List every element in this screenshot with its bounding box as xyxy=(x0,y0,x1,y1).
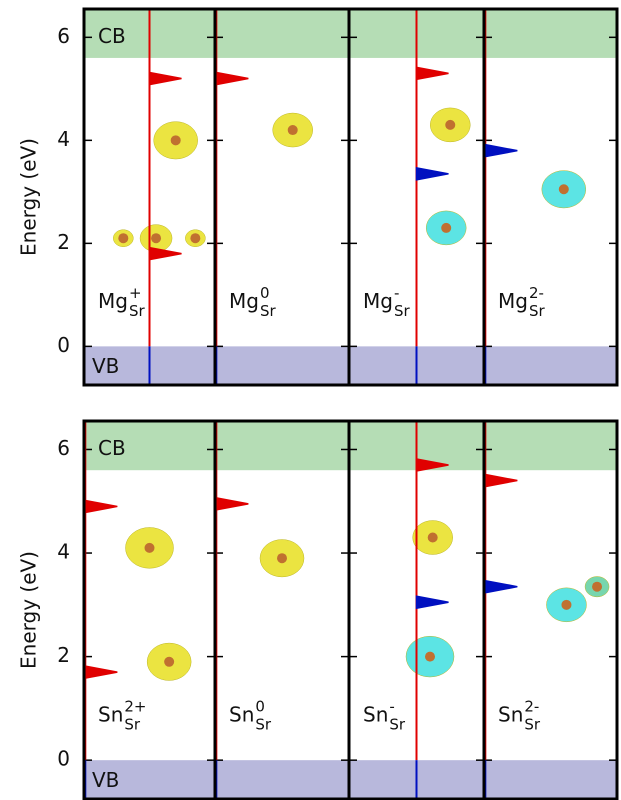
y-tick-label: 2 xyxy=(57,230,70,254)
cb-label: CB xyxy=(98,436,126,460)
defect-charge: - xyxy=(389,698,394,716)
defect-species: Mg xyxy=(363,289,393,313)
atom xyxy=(425,652,435,662)
defect-level-peak xyxy=(485,475,517,487)
atom xyxy=(561,600,571,610)
atom xyxy=(559,184,569,194)
atom xyxy=(592,582,602,592)
defect-site: Sr xyxy=(124,716,141,734)
atom xyxy=(441,223,451,233)
atom xyxy=(428,533,438,543)
y-tick-label: 4 xyxy=(57,540,70,564)
y-tick-label: 0 xyxy=(57,333,70,357)
atom xyxy=(190,233,200,243)
defect-level-peak xyxy=(85,666,117,678)
defect-level-peak xyxy=(417,67,449,79)
defect-species: Mg xyxy=(229,289,259,313)
y-axis-label: Energy (eV) xyxy=(17,138,41,256)
defect-site: Sr xyxy=(129,302,146,320)
defect-species: Sn xyxy=(498,703,523,727)
atom xyxy=(445,120,455,130)
defect-site: Sr xyxy=(389,716,406,734)
atom xyxy=(277,553,287,563)
defect-site: Sr xyxy=(260,302,277,320)
y-axis-label: Energy (eV) xyxy=(17,551,41,669)
defect-species: Sn xyxy=(229,703,254,727)
defect-species: Mg xyxy=(98,289,128,313)
defect-charge: 2- xyxy=(529,284,544,302)
defect-charge: 0 xyxy=(260,284,270,302)
defect-level-peak xyxy=(216,73,248,85)
atom xyxy=(151,233,161,243)
y-tick-label: 4 xyxy=(57,127,70,151)
y-tick-label: 0 xyxy=(57,747,70,771)
page: {"chart_data": [ {"type": "defect-levels… xyxy=(0,0,621,800)
cb-label: CB xyxy=(98,24,126,48)
defect-level-peak xyxy=(485,581,517,593)
defect-species: Sn xyxy=(98,703,123,727)
defect-charge: 2- xyxy=(524,698,539,716)
defect-level-peak xyxy=(150,73,182,85)
defect-level-peak xyxy=(417,596,449,608)
defect-species: Sn xyxy=(363,703,388,727)
defect-charge: 2+ xyxy=(124,698,146,716)
defect-species: Mg xyxy=(498,289,528,313)
defect-site: Sr xyxy=(529,302,546,320)
atom xyxy=(171,135,181,145)
defect-level-peak xyxy=(216,498,248,510)
defect-site: Sr xyxy=(524,716,541,734)
figure: CBVBEnergy (eV)0246MgSr+MgSr0MgSr-MgSr2-… xyxy=(0,0,621,800)
y-tick-label: 6 xyxy=(57,436,70,460)
atom xyxy=(164,657,174,667)
atom xyxy=(288,125,298,135)
defect-level-peak xyxy=(417,168,449,180)
defect-charge: + xyxy=(129,284,142,302)
atom xyxy=(145,543,155,553)
atom xyxy=(118,233,128,243)
defect-charge: 0 xyxy=(255,698,265,716)
vb-label: VB xyxy=(92,354,119,378)
defect-charge: - xyxy=(394,284,399,302)
y-tick-label: 6 xyxy=(57,24,70,48)
defect-site: Sr xyxy=(394,302,411,320)
defect-site: Sr xyxy=(255,716,272,734)
y-tick-label: 2 xyxy=(57,643,70,667)
defect-level-peak xyxy=(85,500,117,512)
vb-label: VB xyxy=(92,768,119,792)
defect-level-peak xyxy=(485,145,517,157)
